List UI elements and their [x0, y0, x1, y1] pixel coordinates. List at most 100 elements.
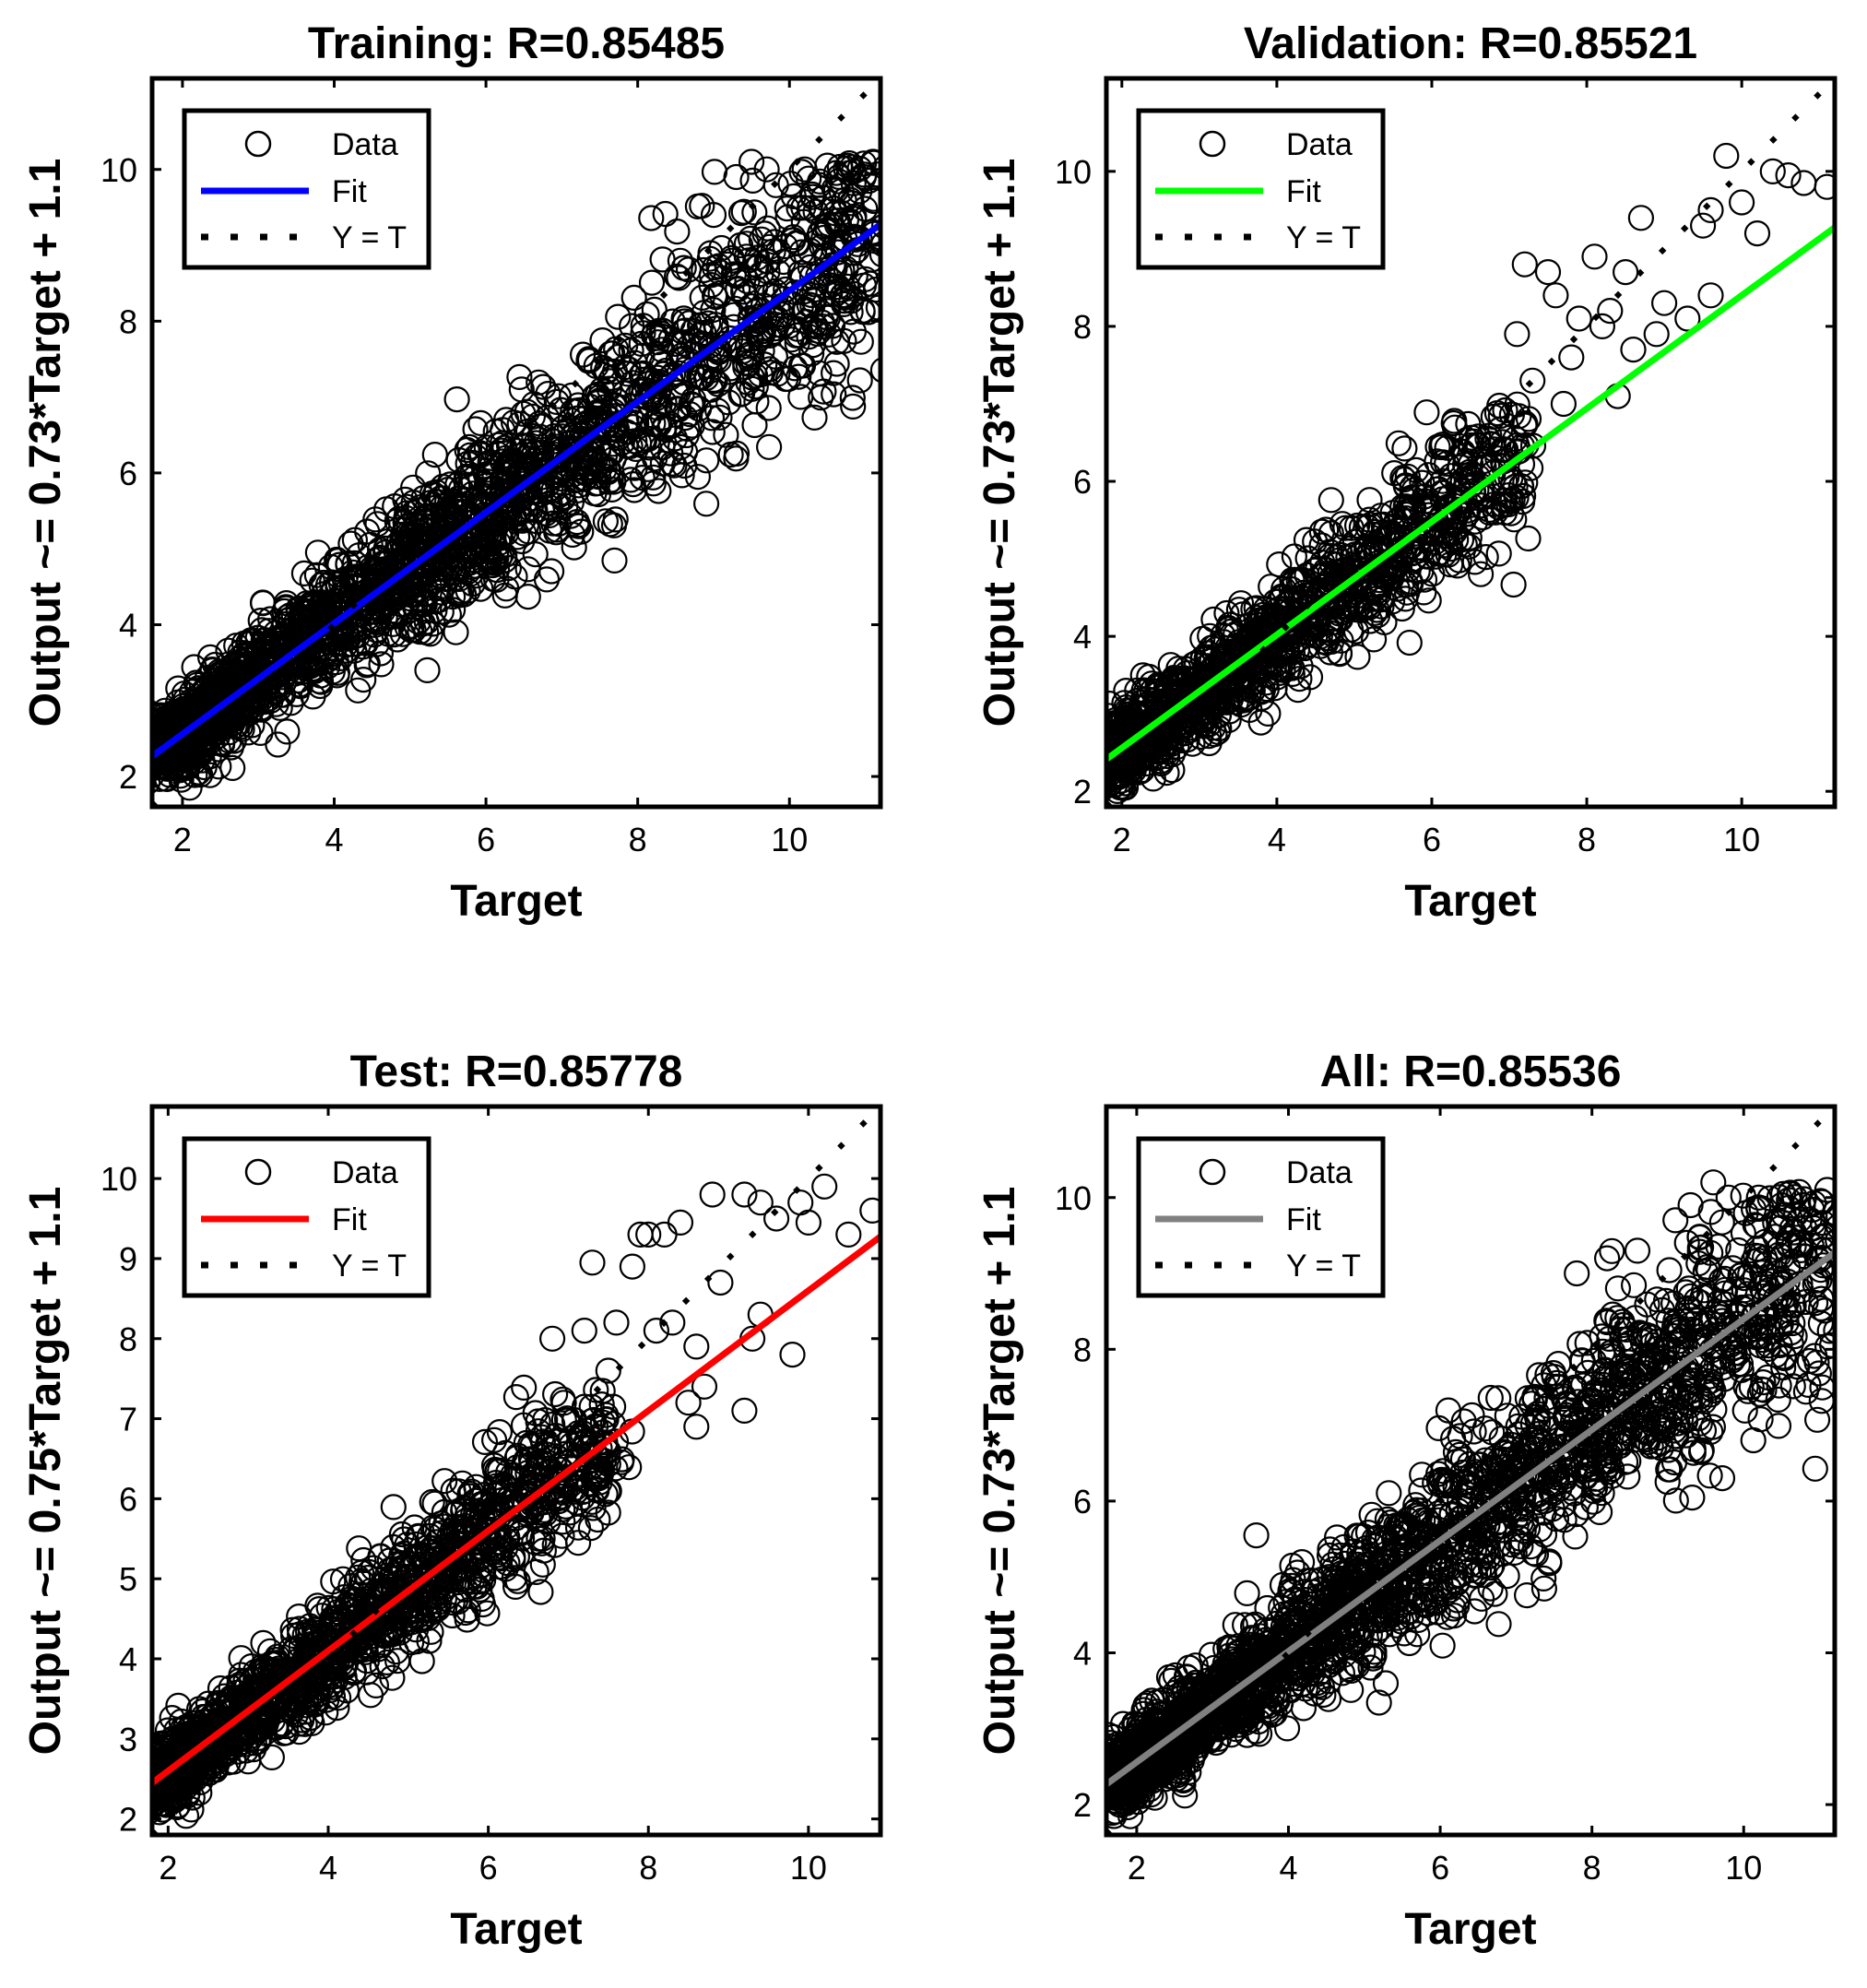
data-point	[485, 1544, 513, 1571]
data-point	[755, 433, 783, 460]
data-point	[1503, 484, 1530, 511]
data-point	[1415, 587, 1442, 614]
data-point	[125, 1761, 149, 1785]
data-point	[1411, 579, 1437, 606]
data-point	[229, 647, 255, 674]
plot-title: Training: R=0.85485	[308, 19, 725, 68]
data-point	[691, 256, 717, 284]
data-point	[1487, 402, 1514, 429]
data-point	[526, 423, 554, 450]
data-point	[840, 206, 868, 232]
data-point	[260, 651, 287, 678]
data-point	[431, 1468, 458, 1495]
data-point	[1200, 606, 1227, 633]
data-point	[1308, 518, 1335, 545]
data-point	[608, 1449, 635, 1475]
data-point	[872, 155, 880, 180]
data-point	[1076, 739, 1100, 763]
data-point	[1400, 547, 1427, 574]
x-axis-label: Target	[450, 877, 582, 926]
data-point	[454, 471, 480, 498]
data-point	[421, 494, 449, 521]
data-point	[153, 749, 180, 775]
data-point	[787, 384, 814, 410]
data-point	[468, 441, 495, 467]
data-point	[520, 447, 548, 474]
data-point	[684, 463, 712, 491]
data-point	[500, 409, 527, 436]
data-point	[540, 477, 567, 503]
data-point	[784, 315, 811, 342]
data-point	[531, 1497, 558, 1524]
data-point	[798, 340, 825, 367]
data-point	[1283, 607, 1310, 633]
data-point	[691, 320, 717, 347]
data-point	[730, 198, 757, 225]
data-point	[1515, 525, 1542, 552]
data-point	[1172, 687, 1199, 714]
data-point	[1227, 590, 1255, 617]
data-point	[121, 1765, 145, 1789]
data-point	[774, 195, 800, 222]
data-point	[628, 361, 656, 388]
data-point	[1550, 390, 1577, 418]
data-point	[152, 1762, 155, 1776]
data-point	[159, 701, 185, 728]
data-point	[859, 148, 880, 175]
data-point	[1504, 321, 1530, 348]
data-point	[1286, 666, 1313, 692]
data-point	[738, 148, 765, 175]
data-point	[503, 1454, 531, 1481]
data-point	[773, 276, 799, 302]
data-point	[442, 495, 468, 522]
data-point	[541, 1532, 568, 1558]
data-point	[152, 1763, 155, 1779]
data-point	[529, 1428, 557, 1455]
data-point	[1511, 251, 1538, 278]
data-point	[1650, 290, 1678, 316]
data-point	[1215, 706, 1242, 734]
data-point	[1456, 458, 1483, 485]
data-point	[398, 1628, 425, 1656]
data-point	[407, 618, 433, 645]
data-point	[819, 313, 846, 339]
data-point	[1249, 677, 1276, 704]
data-point	[1597, 298, 1624, 325]
data-point	[389, 621, 416, 647]
data-point	[265, 731, 291, 758]
data-point	[757, 360, 784, 386]
data-point	[461, 487, 488, 514]
data-point	[1338, 563, 1365, 590]
data-point	[723, 163, 750, 191]
data-point	[846, 367, 873, 394]
data-point	[503, 479, 530, 506]
data-point	[549, 479, 576, 506]
data-point	[483, 566, 510, 593]
data-point	[598, 364, 626, 392]
data-point	[602, 506, 629, 533]
data-point	[762, 229, 788, 255]
data-point	[630, 383, 656, 409]
data-point	[1790, 170, 1817, 196]
data-point	[814, 304, 842, 331]
data-point	[1079, 749, 1103, 773]
data-point	[1233, 663, 1259, 690]
y-tick-label: 4	[119, 607, 137, 645]
y-axis-label: Output ~= 0.73*Target + 1.1	[21, 159, 70, 728]
data-point	[1080, 725, 1104, 749]
data-point	[1318, 520, 1344, 547]
data-point	[373, 1649, 400, 1676]
data-point	[727, 200, 755, 227]
data-point	[410, 590, 437, 617]
data-point	[1385, 430, 1412, 456]
data-point	[1106, 761, 1112, 783]
data-point	[1463, 477, 1490, 503]
data-point	[692, 491, 720, 517]
data-point	[488, 540, 514, 568]
data-point	[233, 690, 260, 717]
data-point	[152, 769, 161, 795]
data-point	[1627, 205, 1655, 231]
data-point	[181, 654, 207, 680]
data-point	[617, 467, 644, 493]
data-point	[271, 610, 298, 638]
